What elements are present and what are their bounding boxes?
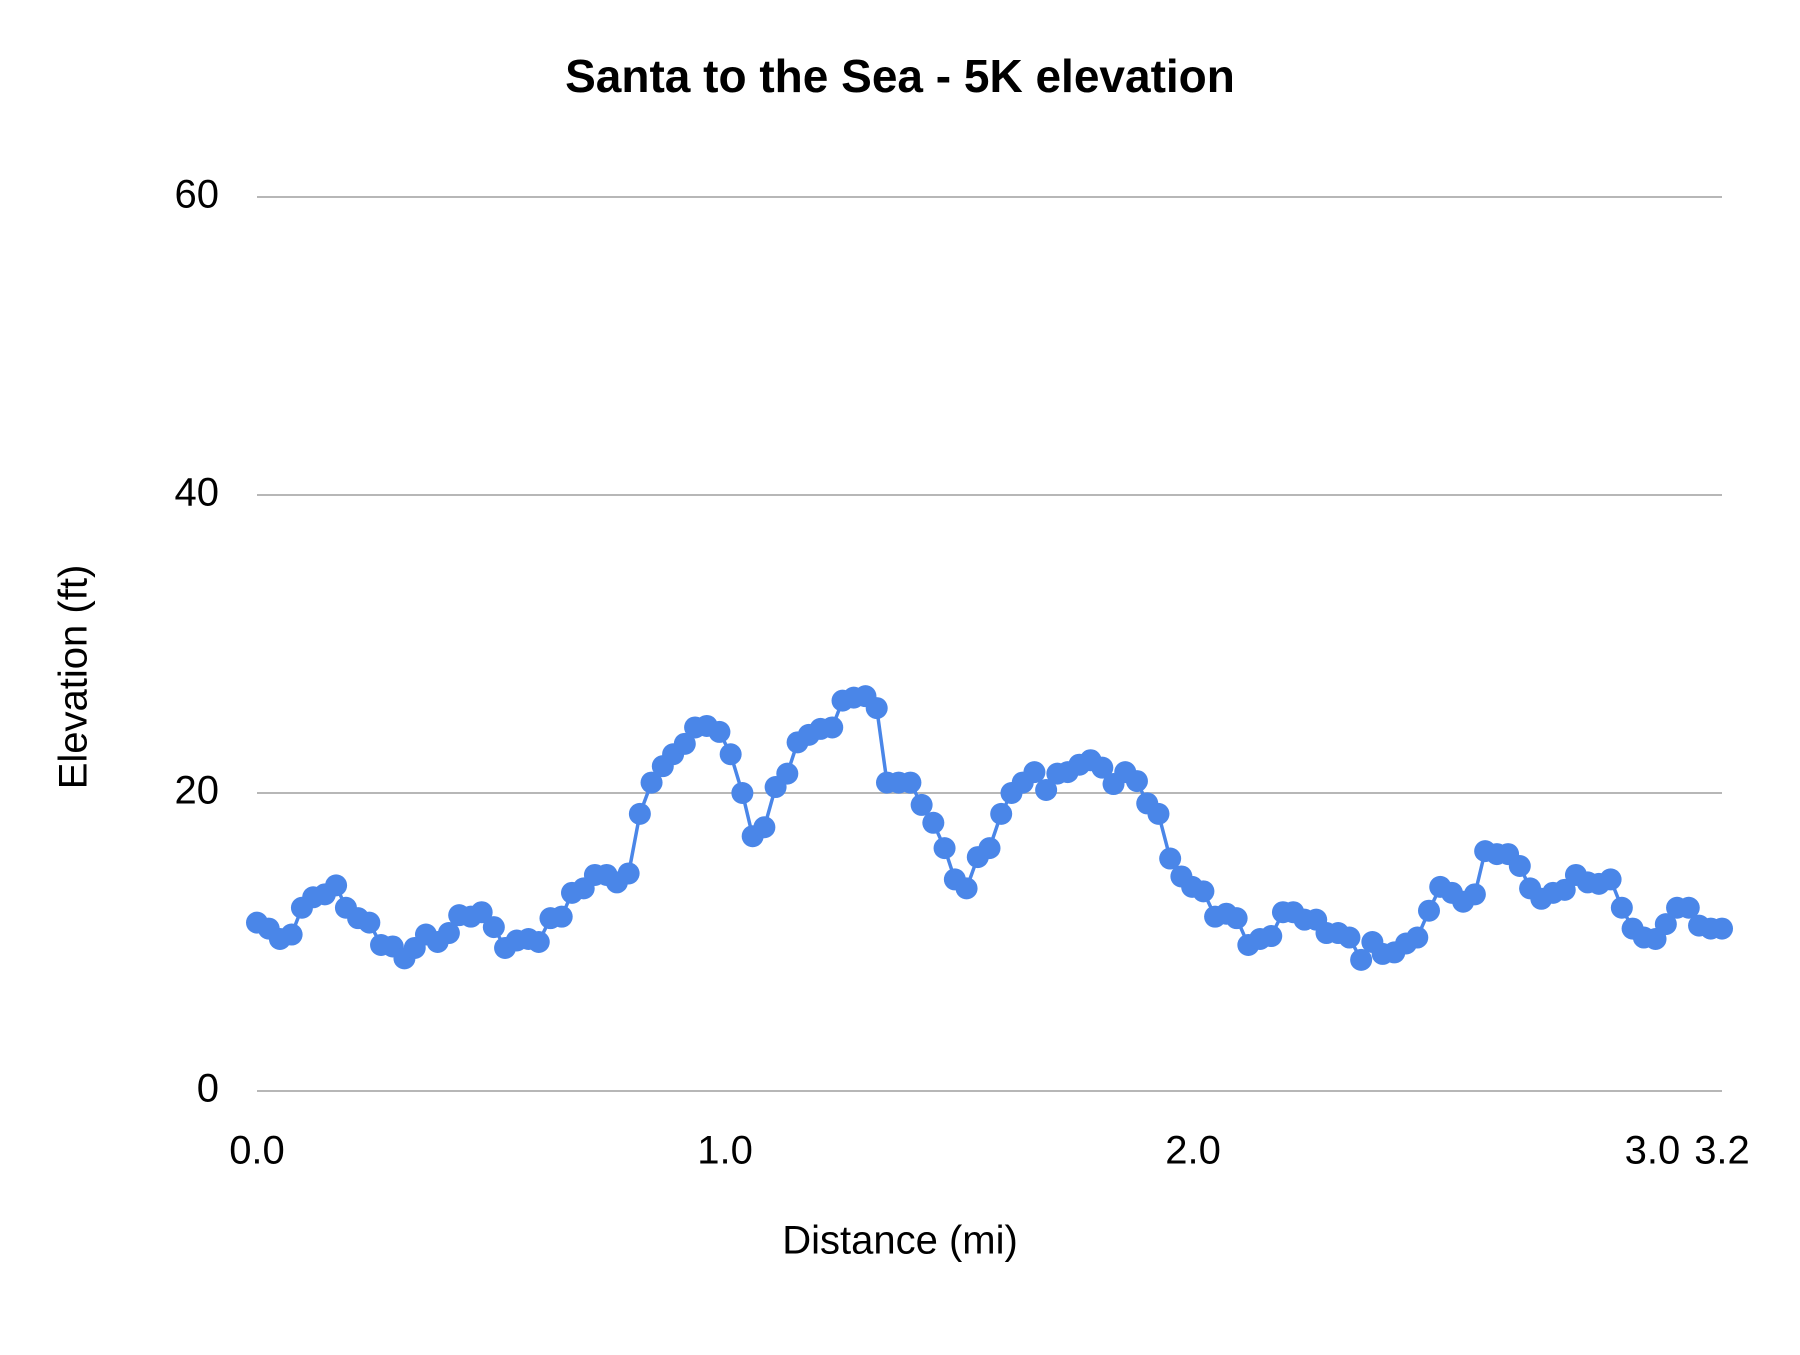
point bbox=[1711, 917, 1733, 940]
x-axis-label: Distance (mi) bbox=[782, 1219, 1018, 1263]
point bbox=[731, 782, 754, 804]
y-tick-label: 40 bbox=[175, 471, 220, 515]
point bbox=[910, 793, 933, 816]
point bbox=[1125, 770, 1148, 793]
point bbox=[708, 720, 731, 743]
point bbox=[527, 931, 550, 953]
point bbox=[955, 877, 978, 900]
point bbox=[358, 911, 381, 934]
point bbox=[865, 697, 888, 720]
y-tick-label: 0 bbox=[197, 1067, 219, 1111]
point bbox=[437, 922, 460, 945]
x-tick-label: 3.0 bbox=[1625, 1129, 1681, 1173]
point bbox=[280, 923, 303, 946]
point bbox=[1225, 907, 1248, 930]
point bbox=[1610, 896, 1633, 919]
y-tick-label: 20 bbox=[175, 769, 220, 813]
point bbox=[673, 732, 696, 755]
y-tick-label: 60 bbox=[175, 173, 220, 217]
point bbox=[978, 837, 1001, 860]
point bbox=[1350, 948, 1373, 971]
x-tick-label: 1.0 bbox=[697, 1129, 753, 1173]
point bbox=[933, 837, 956, 860]
point bbox=[550, 905, 573, 928]
point bbox=[482, 916, 505, 939]
x-tick-label: 2.0 bbox=[1165, 1129, 1221, 1173]
point bbox=[1418, 899, 1440, 922]
point bbox=[1463, 883, 1486, 906]
point bbox=[719, 743, 742, 766]
point bbox=[1035, 779, 1058, 802]
y-axis-label: Elevation (ft) bbox=[52, 565, 96, 790]
point bbox=[1091, 756, 1114, 779]
x-tick-label: 0.0 bbox=[229, 1129, 285, 1173]
point bbox=[1599, 868, 1622, 891]
chart-title: Santa to the Sea - 5K elevation bbox=[565, 50, 1235, 102]
point bbox=[899, 771, 922, 794]
point bbox=[922, 811, 945, 834]
point bbox=[1654, 913, 1677, 936]
point bbox=[470, 901, 493, 924]
point bbox=[617, 862, 640, 885]
point bbox=[753, 816, 776, 839]
point bbox=[990, 802, 1013, 825]
point bbox=[1553, 878, 1576, 901]
point bbox=[1192, 880, 1215, 903]
point bbox=[1159, 847, 1182, 870]
point bbox=[1508, 855, 1531, 878]
point bbox=[628, 802, 651, 825]
point bbox=[1023, 761, 1046, 784]
point bbox=[640, 771, 663, 794]
point bbox=[1406, 926, 1429, 949]
point bbox=[1677, 896, 1700, 919]
point bbox=[1338, 926, 1361, 949]
point bbox=[1260, 925, 1283, 948]
point bbox=[776, 762, 799, 785]
x-tick-label: 3.2 bbox=[1694, 1129, 1750, 1173]
point bbox=[821, 716, 844, 739]
point bbox=[1147, 802, 1170, 825]
point bbox=[325, 874, 348, 897]
